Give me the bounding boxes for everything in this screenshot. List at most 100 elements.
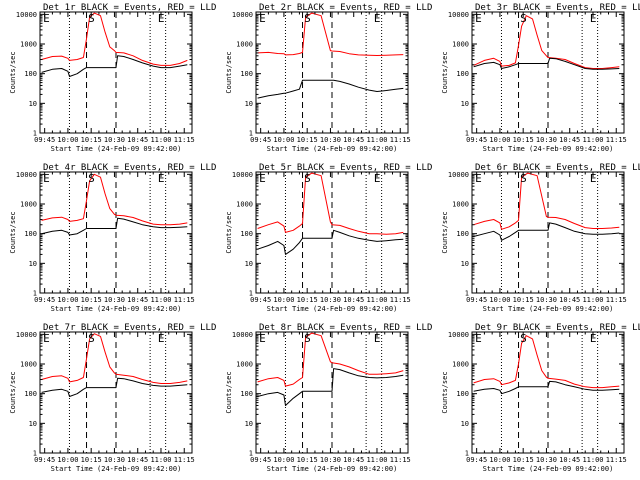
interval-marker-label: S bbox=[520, 332, 527, 345]
plot-frame bbox=[39, 11, 193, 134]
x-tick-label: 09:45 bbox=[34, 136, 55, 144]
y-axis-label: Counts/sec bbox=[225, 371, 233, 413]
plot-frame bbox=[255, 11, 409, 134]
x-tick-label: 10:00 bbox=[489, 456, 510, 464]
y-tick-label: 10000 bbox=[232, 331, 253, 339]
y-tick-label: 10 bbox=[29, 420, 37, 428]
x-tick-label: 10:45 bbox=[559, 456, 580, 464]
events-rate-line bbox=[473, 57, 620, 70]
panel-title: Det 8r BLACK = Events, RED = LLD bbox=[259, 323, 432, 333]
events-rate-line bbox=[41, 377, 188, 397]
x-tick-label: 09:45 bbox=[250, 296, 271, 304]
y-tick-label: 1 bbox=[33, 450, 37, 458]
x-axis-label: Start Time (24-Feb-09 09:42:00) bbox=[51, 305, 182, 313]
y-tick-label: 100 bbox=[240, 230, 253, 238]
plot-frame bbox=[39, 171, 193, 294]
interval-marker-label: S bbox=[304, 172, 311, 185]
x-tick-label: 11:15 bbox=[606, 136, 627, 144]
events-rate-line bbox=[257, 368, 404, 406]
lld-rate-line bbox=[257, 172, 404, 235]
y-tick-label: 100 bbox=[24, 230, 37, 238]
plot-frame bbox=[471, 171, 625, 294]
y-tick-label: 10000 bbox=[232, 171, 253, 179]
y-tick-label: 10 bbox=[245, 100, 253, 108]
x-tick-label: 11:00 bbox=[366, 456, 387, 464]
y-tick-label: 1 bbox=[465, 130, 469, 138]
x-tick-label: 11:00 bbox=[366, 136, 387, 144]
x-axis-label: Start Time (24-Feb-09 09:42:00) bbox=[483, 145, 614, 153]
series-group bbox=[473, 335, 620, 395]
x-tick-label: 10:30 bbox=[536, 456, 557, 464]
interval-marker-label: E bbox=[43, 332, 50, 345]
y-axis-label: Counts/sec bbox=[441, 211, 449, 253]
x-tick-label: 10:30 bbox=[104, 456, 125, 464]
series-group bbox=[257, 12, 404, 99]
lld-rate-line bbox=[473, 15, 620, 69]
interval-marker-label: E bbox=[374, 172, 381, 185]
x-tick-label: 10:30 bbox=[104, 136, 125, 144]
x-tick-label: 09:45 bbox=[250, 456, 271, 464]
x-tick-label: 10:45 bbox=[343, 136, 364, 144]
x-tick-label: 11:00 bbox=[150, 456, 171, 464]
x-tick-label: 10:15 bbox=[81, 136, 102, 144]
y-tick-label: 100 bbox=[456, 70, 469, 78]
y-tick-label: 10000 bbox=[16, 331, 37, 339]
y-tick-label: 100 bbox=[240, 70, 253, 78]
y-tick-label: 10000 bbox=[448, 331, 469, 339]
interval-marker-label: E bbox=[43, 12, 50, 25]
interval-marker-label: E bbox=[259, 12, 266, 25]
x-tick-label: 10:30 bbox=[104, 296, 125, 304]
y-tick-label: 1 bbox=[465, 290, 469, 298]
series-group bbox=[41, 173, 188, 236]
interval-marker-label: S bbox=[88, 332, 95, 345]
x-tick-label: 11:00 bbox=[150, 136, 171, 144]
y-tick-label: 1 bbox=[249, 290, 253, 298]
panel-title: Det 2r BLACK = Events, RED = LLD bbox=[259, 3, 432, 13]
interval-marker-label: S bbox=[88, 172, 95, 185]
y-tick-label: 1000 bbox=[236, 201, 253, 209]
interval-marker-label: E bbox=[475, 332, 482, 345]
interval-marker-label: S bbox=[304, 332, 311, 345]
y-axis-label: Counts/sec bbox=[225, 211, 233, 253]
plot-frame bbox=[255, 171, 409, 294]
x-tick-label: 11:15 bbox=[606, 296, 627, 304]
y-axis-label: Counts/sec bbox=[441, 371, 449, 413]
y-tick-label: 1 bbox=[465, 450, 469, 458]
x-axis-label: Start Time (24-Feb-09 09:42:00) bbox=[51, 145, 182, 153]
x-tick-label: 10:15 bbox=[513, 456, 534, 464]
panel-title: Det 6r BLACK = Events, RED = LLD bbox=[475, 163, 640, 173]
y-tick-label: 100 bbox=[456, 230, 469, 238]
y-axis-label: Counts/sec bbox=[225, 51, 233, 93]
x-tick-label: 10:45 bbox=[127, 296, 148, 304]
events-rate-line bbox=[257, 229, 404, 255]
x-axis-label: Start Time (24-Feb-09 09:42:00) bbox=[51, 465, 182, 473]
y-tick-label: 100 bbox=[456, 390, 469, 398]
x-tick-label: 10:30 bbox=[320, 456, 341, 464]
series-group bbox=[257, 332, 404, 406]
y-tick-label: 10000 bbox=[448, 171, 469, 179]
x-tick-label: 10:00 bbox=[273, 136, 294, 144]
x-tick-label: 10:15 bbox=[81, 296, 102, 304]
plot-frame bbox=[471, 331, 625, 454]
x-tick-label: 11:15 bbox=[174, 136, 195, 144]
interval-marker-label: E bbox=[590, 172, 597, 185]
x-tick-label: 10:00 bbox=[489, 136, 510, 144]
x-tick-label: 10:30 bbox=[320, 136, 341, 144]
y-tick-label: 1000 bbox=[452, 361, 469, 369]
series-group bbox=[41, 12, 188, 77]
x-tick-label: 10:00 bbox=[57, 296, 78, 304]
panel-title: Det 4r BLACK = Events, RED = LLD bbox=[43, 163, 216, 173]
x-tick-label: 11:00 bbox=[582, 456, 603, 464]
interval-marker-label: S bbox=[520, 12, 527, 25]
events-rate-line bbox=[473, 380, 620, 395]
x-tick-label: 10:00 bbox=[57, 136, 78, 144]
x-axis-label: Start Time (24-Feb-09 09:42:00) bbox=[267, 465, 398, 473]
y-tick-label: 1 bbox=[33, 130, 37, 138]
x-axis-label: Start Time (24-Feb-09 09:42:00) bbox=[483, 465, 614, 473]
x-tick-label: 10:45 bbox=[127, 136, 148, 144]
